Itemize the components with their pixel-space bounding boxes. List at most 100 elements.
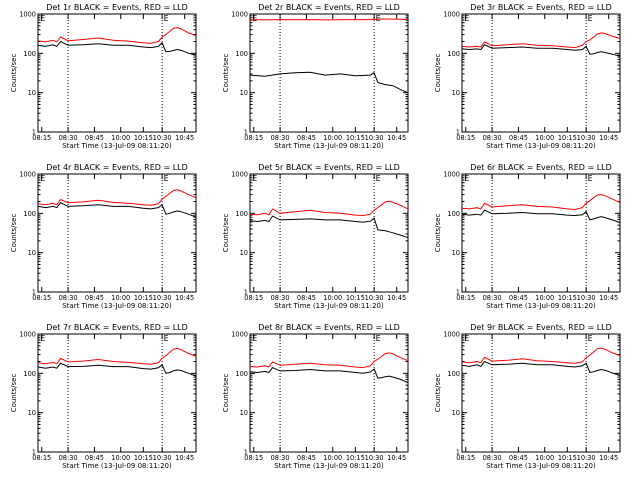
y-tick-label: 10 (28, 409, 36, 417)
event-marker: E (164, 174, 169, 183)
y-tick-label: 100 (23, 50, 36, 58)
x-tick-label: 10:30 (577, 134, 596, 142)
y-axis-label: Counts/sec (434, 54, 442, 93)
event-marker: E (464, 334, 469, 343)
event-marker: E (252, 174, 257, 183)
panel-title: Det 5r BLACK = Events, RED = LLD (258, 163, 400, 172)
x-tick-label: 10:30 (365, 294, 384, 302)
x-tick-label: 10:30 (153, 134, 172, 142)
x-tick-label: 10:45 (599, 294, 618, 302)
x-tick-label: 10:45 (175, 454, 194, 462)
y-tick-label: 1 (32, 289, 36, 297)
y-tick-label: 100 (235, 370, 248, 378)
event-marker: E (588, 14, 593, 23)
x-tick-label: 08:15 (456, 454, 475, 462)
y-axis-label: Counts/sec (222, 214, 230, 253)
series-line-events (249, 215, 409, 239)
plot-frame (461, 173, 621, 293)
y-tick-label: 100 (235, 210, 248, 218)
event-marker: E (464, 14, 469, 23)
x-axis-label: Start Time (13-Jul-09 08:11:20) (62, 302, 172, 310)
y-tick-label: 10 (240, 249, 248, 257)
series-line-lld (249, 352, 409, 369)
x-tick-label: 10:00 (323, 134, 342, 142)
x-tick-label: 10:45 (175, 294, 194, 302)
series-line-events (461, 360, 621, 376)
x-tick-label: 08:30 (483, 294, 502, 302)
y-tick-label: 1000 (231, 171, 248, 179)
x-tick-label: 10:15 (558, 134, 577, 142)
series-line-events (37, 40, 197, 56)
y-tick-label: 1000 (19, 171, 36, 179)
y-tick-label: 100 (447, 50, 460, 58)
y-tick-label: 1 (456, 129, 460, 137)
x-axis-label: Start Time (13-Jul-09 08:11:20) (274, 302, 384, 310)
x-axis-label: Start Time (13-Jul-09 08:11:20) (486, 462, 596, 470)
x-tick-label: 08:45 (85, 454, 104, 462)
x-tick-label: 08:30 (483, 134, 502, 142)
panel-title: Det 6r BLACK = Events, RED = LLD (470, 163, 612, 172)
x-axis-label: Start Time (13-Jul-09 08:11:20) (486, 142, 596, 150)
y-tick-label: 1 (244, 129, 248, 137)
x-tick-label: 10:00 (323, 294, 342, 302)
x-tick-label: 10:30 (365, 134, 384, 142)
x-tick-label: 08:15 (32, 294, 51, 302)
x-tick-label: 08:15 (456, 134, 475, 142)
plot-frame (461, 13, 621, 133)
panel-title: Det 9r BLACK = Events, RED = LLD (470, 323, 612, 332)
x-tick-label: 08:15 (244, 134, 263, 142)
x-tick-label: 10:30 (153, 294, 172, 302)
event-marker: E (588, 174, 593, 183)
y-tick-label: 1 (32, 129, 36, 137)
plot-frame (37, 173, 197, 293)
x-tick-label: 10:00 (323, 454, 342, 462)
x-tick-label: 08:45 (85, 294, 104, 302)
series-line-lld (249, 18, 409, 21)
panel-title: Det 8r BLACK = Events, RED = LLD (258, 323, 400, 332)
x-tick-label: 08:45 (509, 294, 528, 302)
y-tick-label: 10 (452, 249, 460, 257)
x-tick-label: 10:15 (134, 134, 153, 142)
y-tick-label: 10 (240, 89, 248, 97)
x-tick-label: 08:15 (456, 294, 475, 302)
y-tick-label: 100 (235, 50, 248, 58)
series-line-lld (249, 200, 409, 217)
event-marker: E (588, 334, 593, 343)
event-marker: E (164, 334, 169, 343)
panel-title: Det 4r BLACK = Events, RED = LLD (46, 163, 188, 172)
y-tick-label: 1000 (443, 331, 460, 339)
x-tick-label: 10:15 (346, 294, 365, 302)
x-tick-label: 10:30 (365, 454, 384, 462)
y-tick-label: 1 (32, 449, 36, 457)
series-line-lld (461, 347, 621, 364)
x-tick-label: 10:15 (558, 454, 577, 462)
plot-frame (461, 333, 621, 453)
x-tick-label: 08:30 (271, 134, 290, 142)
panel-title: Det 1r BLACK = Events, RED = LLD (46, 3, 188, 12)
x-tick-label: 10:00 (535, 294, 554, 302)
x-tick-label: 10:00 (111, 454, 130, 462)
x-tick-label: 08:45 (297, 454, 316, 462)
x-tick-label: 10:30 (577, 294, 596, 302)
y-tick-label: 10 (452, 89, 460, 97)
x-tick-label: 10:45 (599, 454, 618, 462)
y-tick-label: 10 (28, 89, 36, 97)
y-tick-label: 10 (28, 249, 36, 257)
x-tick-label: 08:30 (271, 454, 290, 462)
x-tick-label: 10:15 (134, 454, 153, 462)
x-tick-label: 08:45 (509, 134, 528, 142)
y-tick-label: 1000 (443, 11, 460, 19)
y-tick-label: 100 (23, 210, 36, 218)
y-tick-label: 1000 (443, 171, 460, 179)
event-marker: E (40, 334, 45, 343)
event-marker: E (376, 334, 381, 343)
x-tick-label: 10:15 (558, 294, 577, 302)
y-axis-label: Counts/sec (434, 214, 442, 253)
series-line-lld (37, 27, 197, 44)
